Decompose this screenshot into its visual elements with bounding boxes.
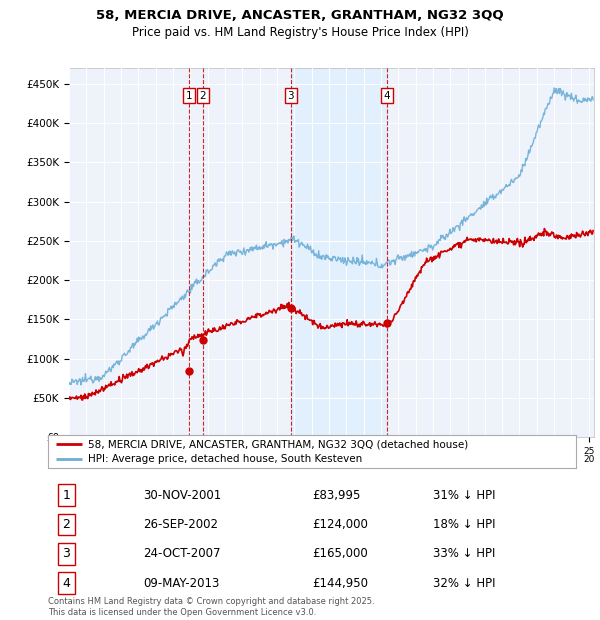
Text: 2: 2 bbox=[62, 518, 70, 531]
Text: 18% ↓ HPI: 18% ↓ HPI bbox=[433, 518, 496, 531]
Text: 58, MERCIA DRIVE, ANCASTER, GRANTHAM, NG32 3QQ (detached house): 58, MERCIA DRIVE, ANCASTER, GRANTHAM, NG… bbox=[88, 439, 468, 449]
Text: £165,000: £165,000 bbox=[312, 547, 368, 560]
Text: HPI: Average price, detached house, South Kesteven: HPI: Average price, detached house, Sout… bbox=[88, 454, 362, 464]
Text: 09-MAY-2013: 09-MAY-2013 bbox=[143, 577, 220, 590]
Text: 26-SEP-2002: 26-SEP-2002 bbox=[143, 518, 218, 531]
Text: 2: 2 bbox=[200, 91, 206, 100]
Text: 4: 4 bbox=[62, 577, 70, 590]
Text: £144,950: £144,950 bbox=[312, 577, 368, 590]
Text: 31% ↓ HPI: 31% ↓ HPI bbox=[433, 489, 496, 502]
Text: 1: 1 bbox=[62, 489, 70, 502]
Text: Contains HM Land Registry data © Crown copyright and database right 2025.
This d: Contains HM Land Registry data © Crown c… bbox=[48, 598, 374, 617]
Text: 24-OCT-2007: 24-OCT-2007 bbox=[143, 547, 221, 560]
Text: 4: 4 bbox=[384, 91, 391, 100]
Text: 3: 3 bbox=[287, 91, 294, 100]
Text: 58, MERCIA DRIVE, ANCASTER, GRANTHAM, NG32 3QQ: 58, MERCIA DRIVE, ANCASTER, GRANTHAM, NG… bbox=[96, 9, 504, 22]
Bar bbox=[291, 68, 387, 437]
Text: Price paid vs. HM Land Registry's House Price Index (HPI): Price paid vs. HM Land Registry's House … bbox=[131, 26, 469, 39]
Text: 3: 3 bbox=[62, 547, 70, 560]
Text: £124,000: £124,000 bbox=[312, 518, 368, 531]
Text: £83,995: £83,995 bbox=[312, 489, 361, 502]
Text: 32% ↓ HPI: 32% ↓ HPI bbox=[433, 577, 496, 590]
Text: 30-NOV-2001: 30-NOV-2001 bbox=[143, 489, 221, 502]
Text: 1: 1 bbox=[185, 91, 192, 100]
Text: 33% ↓ HPI: 33% ↓ HPI bbox=[433, 547, 496, 560]
